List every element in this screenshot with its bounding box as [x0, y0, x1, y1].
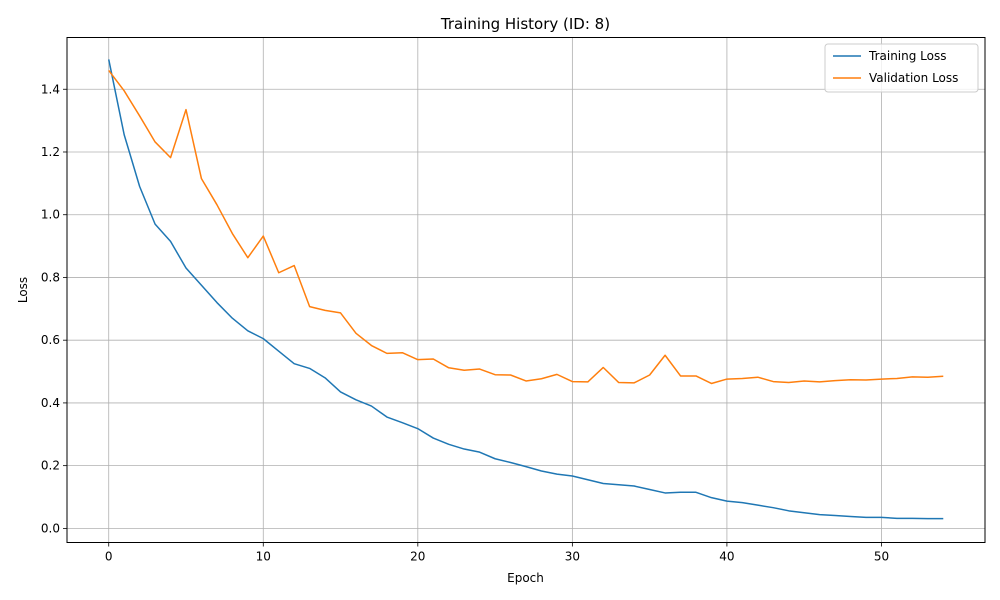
legend: Training Loss Validation Loss [824, 43, 979, 93]
series-layer [107, 59, 944, 520]
x-tick-label: 40 [719, 550, 734, 564]
y-tick-label: 0.2 [41, 459, 60, 473]
x-tick-label: 0 [105, 550, 113, 564]
legend-label-validation-loss: Validation Loss [869, 71, 958, 85]
y-tick-label: 0.4 [41, 396, 60, 410]
x-tick-label: 10 [256, 550, 271, 564]
chart-title: Training History (ID: 8) [440, 15, 610, 33]
grid-lines [67, 37, 985, 543]
legend-box [824, 43, 979, 93]
x-axis-ticks: 0 10 20 30 40 50 [105, 542, 889, 564]
validation-loss-line [108, 69, 944, 385]
y-tick-label: 0.8 [41, 270, 60, 284]
legend-label-training-loss: Training Loss [868, 49, 946, 63]
x-tick-label: 30 [565, 550, 580, 564]
training-loss-line [107, 59, 944, 520]
y-tick-label: 1.4 [41, 82, 60, 96]
plot-frame [66, 37, 986, 543]
x-axis-label: Epoch [507, 571, 544, 585]
x-tick-label: 20 [410, 550, 425, 564]
y-axis-label: Loss [16, 277, 30, 303]
y-tick-label: 0.6 [41, 333, 60, 347]
x-tick-label: 50 [874, 550, 889, 564]
y-tick-label: 1.0 [41, 208, 60, 222]
y-axis-ticks: 0.0 0.2 0.4 0.6 0.8 1.0 1.2 1.4 [41, 82, 67, 535]
y-tick-label: 1.2 [41, 145, 60, 159]
y-tick-label: 0.0 [41, 521, 60, 535]
